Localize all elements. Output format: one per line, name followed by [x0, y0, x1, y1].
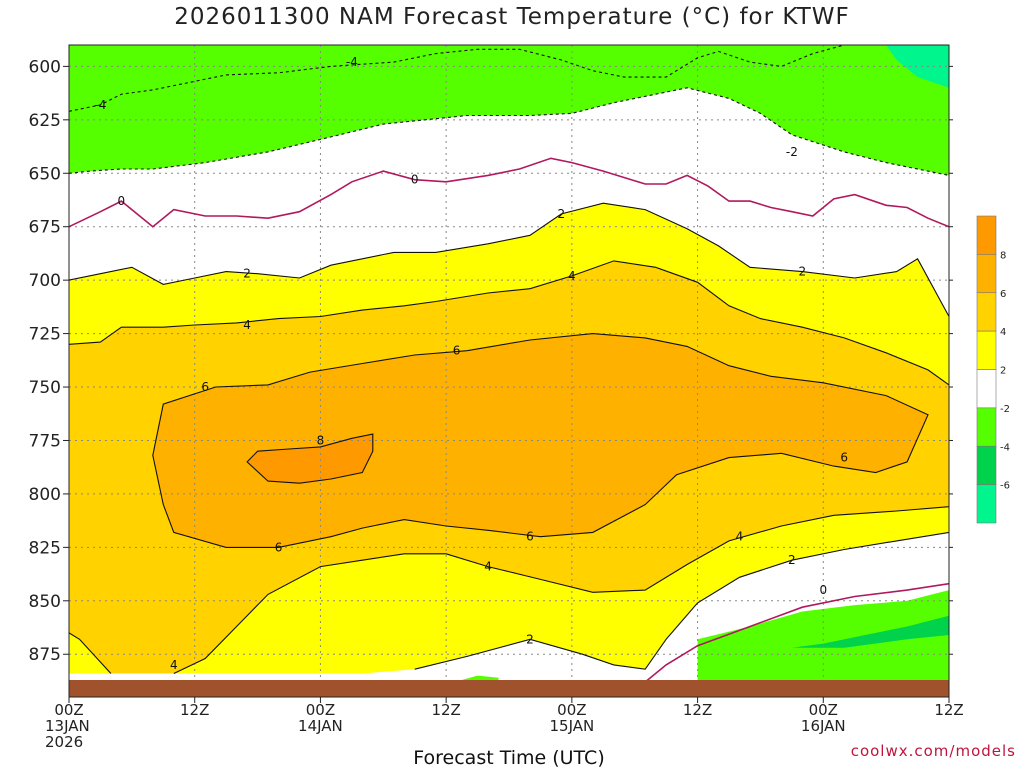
color-legend: 8 6 4 2 -2 -4 -6 [977, 216, 1010, 523]
y-tick-label: 750 [29, 378, 61, 398]
contour-label: 4 [243, 318, 251, 332]
legend-label: 6 [1000, 289, 1006, 300]
y-tick-label: 725 [29, 325, 61, 345]
contour-label: 6 [275, 540, 283, 554]
x-tick-label: 2026 [45, 733, 83, 751]
contour-label: -4 [346, 55, 358, 69]
contour-label: 6 [840, 451, 848, 465]
contour-label: 8 [317, 433, 325, 447]
y-tick-label: 600 [29, 57, 61, 77]
y-tick-label: 675 [29, 218, 61, 238]
contour-label: 6 [201, 380, 209, 394]
legend-swatch [977, 254, 996, 292]
x-tick-label: 12Z [180, 701, 209, 719]
contour-label: -4 [94, 98, 106, 112]
credit-link[interactable]: coolwx.com/models [851, 742, 1016, 760]
temperature-time-height-chart: 0 0 2 2 2 4 4 6 6 6 6 6 8 4 4 4 2 2 -4 -4 -2 0 600 625 650 675 70… [0, 0, 1024, 768]
contour-label: 2 [526, 632, 534, 646]
x-axis-title: Forecast Time (UTC) [413, 747, 604, 768]
y-tick-label: 875 [29, 645, 61, 665]
x-tick-label: 15JAN [549, 717, 594, 735]
y-tick-label: 800 [29, 485, 61, 505]
ground-strip [69, 680, 949, 697]
legend-swatch [977, 446, 996, 484]
legend-label: 2 [1000, 366, 1006, 377]
x-tick-label: 12Z [683, 701, 712, 719]
legend-label: 4 [1000, 327, 1006, 338]
contour-label: 4 [736, 530, 744, 544]
contour-label: 2 [799, 265, 807, 279]
contour-label: 0 [411, 173, 419, 187]
contour-label: 2 [243, 267, 251, 281]
legend-swatch [977, 293, 996, 331]
contour-label: 6 [526, 530, 534, 544]
contour-label: 2 [558, 207, 566, 221]
y-tick-label: 700 [29, 271, 61, 291]
legend-label: -2 [1000, 404, 1010, 415]
contour-label: 4 [170, 658, 178, 672]
contour-label: 4 [568, 269, 576, 283]
legend-swatch [977, 331, 996, 369]
legend-swatch [977, 370, 996, 408]
legend-label: -6 [1000, 481, 1010, 492]
contour-label: 4 [484, 560, 492, 574]
contour-label: 0 [819, 583, 827, 597]
contour-label: 2 [788, 553, 796, 567]
y-tick-label: 650 [29, 164, 61, 184]
contour-label: 6 [453, 344, 461, 358]
x-tick-label: 14JAN [298, 717, 343, 735]
y-tick-label: 850 [29, 592, 61, 612]
x-tick-label: 12Z [934, 701, 963, 719]
y-tick-label: 825 [29, 538, 61, 558]
y-tick-label: 775 [29, 431, 61, 451]
legend-swatch [977, 485, 996, 523]
legend-swatch [977, 216, 996, 254]
y-tick-label: 625 [29, 111, 61, 131]
x-tick-label: 16JAN [801, 717, 846, 735]
legend-label: -4 [1000, 442, 1010, 453]
x-tick-label: 12Z [431, 701, 460, 719]
contour-label: 0 [118, 194, 126, 208]
legend-swatch [977, 408, 996, 446]
legend-label: 8 [1000, 250, 1006, 261]
contour-label: -2 [786, 145, 798, 159]
